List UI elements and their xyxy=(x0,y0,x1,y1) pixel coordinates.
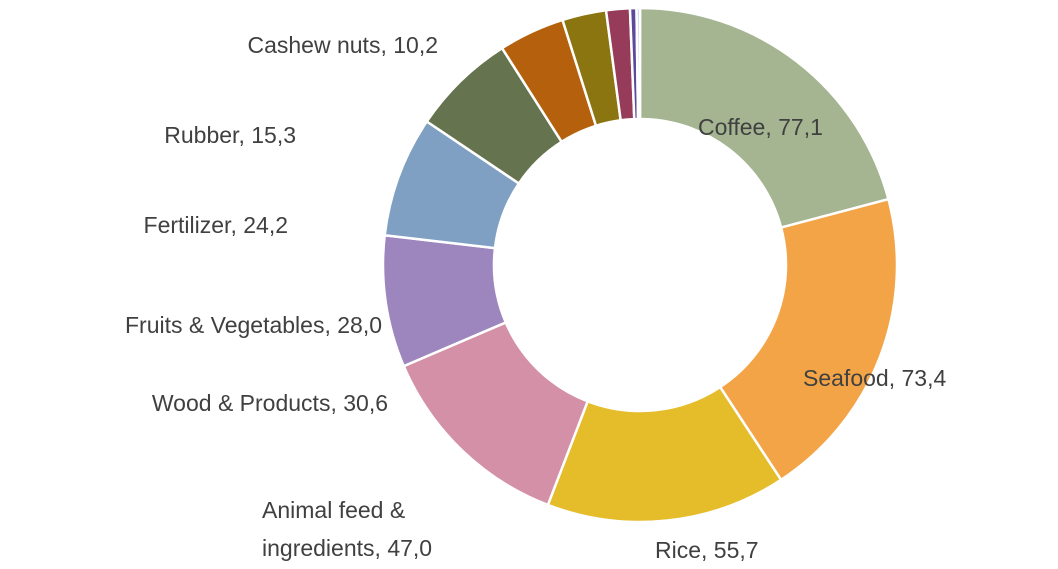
label-category: Cashew nuts xyxy=(247,32,381,58)
label-value: 47,0 xyxy=(387,535,433,561)
data-label: Rubber, 15,3 xyxy=(164,116,296,154)
donut-slice xyxy=(635,6,642,121)
label-category: Wood & Products xyxy=(151,390,331,416)
label-separator: , xyxy=(324,312,338,338)
label-separator: , xyxy=(238,122,252,148)
donut-slice xyxy=(718,197,899,482)
label-separator: , xyxy=(888,365,902,391)
label-category: Rubber xyxy=(164,122,239,148)
label-separator: , xyxy=(374,535,388,561)
label-value: 30,6 xyxy=(343,390,388,416)
data-label: Seafood, 73,4 xyxy=(803,359,946,397)
label-value: 28,0 xyxy=(337,312,382,338)
label-category: Seafood xyxy=(803,365,889,391)
label-category: Rice xyxy=(655,537,702,563)
data-label: Animal feed & ingredients, 47,0 xyxy=(262,491,472,567)
label-value: 73,4 xyxy=(901,365,947,391)
label-value: 10,2 xyxy=(393,32,438,58)
label-category: Coffee xyxy=(698,114,766,140)
data-label: Fertilizer, 24,2 xyxy=(144,206,288,244)
data-label: Rice, 55,7 xyxy=(655,531,759,569)
donut-slice xyxy=(638,6,890,230)
label-value: 77,1 xyxy=(778,114,823,140)
label-category: Fruits & Vegetables xyxy=(125,312,325,338)
label-category: Fertilizer xyxy=(143,212,231,238)
data-label: Cashew nuts, 10,2 xyxy=(247,26,438,64)
label-separator: , xyxy=(380,32,394,58)
data-label: Wood & Products, 30,6 xyxy=(152,384,388,422)
label-separator: , xyxy=(701,537,714,563)
label-value: 15,3 xyxy=(251,122,296,148)
label-separator: , xyxy=(230,212,244,238)
label-separator: , xyxy=(765,114,779,140)
data-label: Fruits & Vegetables, 28,0 xyxy=(125,306,382,344)
data-label: Coffee, 77,1 xyxy=(698,108,823,146)
label-separator: , xyxy=(330,390,344,416)
label-category: Animal feed & ingredients xyxy=(262,497,406,561)
label-value: 55,7 xyxy=(713,537,759,563)
label-value: 24,2 xyxy=(243,212,288,238)
donut-slice xyxy=(546,385,783,524)
